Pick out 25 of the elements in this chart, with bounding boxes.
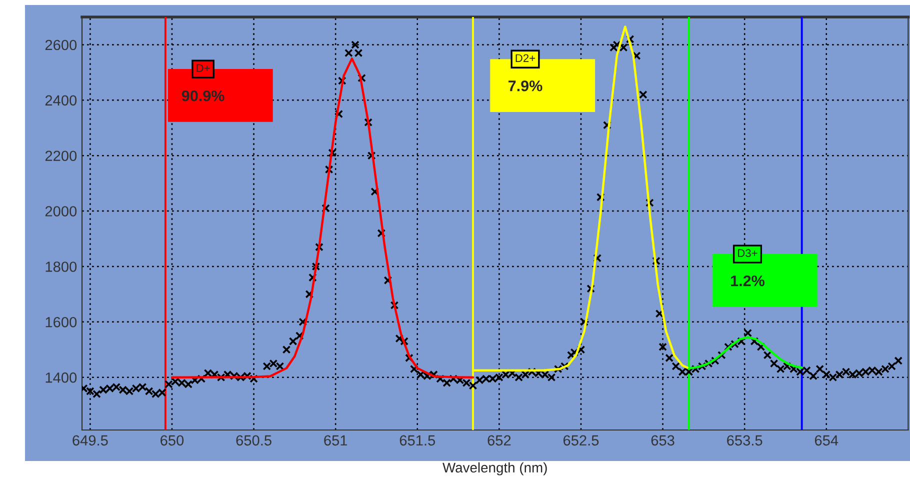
y-tick-label: 2200 <box>45 150 77 162</box>
x-tick-label: 652 <box>488 435 511 446</box>
y-tick-label: 1800 <box>46 262 77 272</box>
text: D2+ <box>516 54 536 62</box>
annotation: 1.2% <box>731 275 764 286</box>
x-axis-title: Wavelength (nm) <box>442 462 547 476</box>
text: D+ <box>196 64 210 72</box>
y-tick-label: 2600 <box>45 40 77 50</box>
x-tick-label: 650.5 <box>236 435 272 446</box>
x-tick-label: 650 <box>160 435 184 446</box>
annotation: 7.9% <box>508 80 542 92</box>
y-tick-label: 1600 <box>46 317 77 328</box>
x-tick-label: 653 <box>651 435 674 446</box>
x-tick-label: 649.5 <box>72 435 108 446</box>
y-tick-label: 2400 <box>45 95 77 106</box>
line-series <box>170 57 474 378</box>
x-tick-label: 651.5 <box>400 435 436 446</box>
y-tick-label: 2000 <box>45 206 77 216</box>
annotation: 90.9% <box>182 90 224 102</box>
x-tick-label: 654 <box>814 435 838 446</box>
x-tick-label: 651 <box>324 435 348 446</box>
y-tick-label: 1400 <box>46 372 77 383</box>
x-tick-label: 652.5 <box>563 435 599 446</box>
text: D3+ <box>738 249 758 258</box>
x-tick-label: 653.5 <box>727 435 762 446</box>
